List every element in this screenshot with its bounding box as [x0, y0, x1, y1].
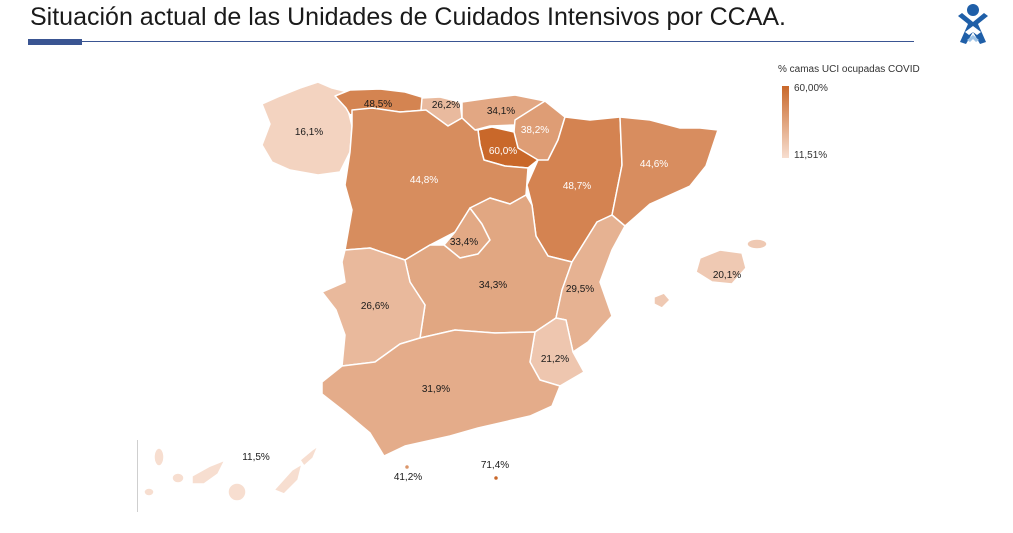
region-canarias-lapalma	[153, 447, 165, 467]
region-canarias-tenerife	[191, 459, 226, 485]
label-galicia: 16,1%	[295, 127, 323, 138]
region-melilla	[492, 474, 500, 482]
label-aragon: 48,7%	[563, 181, 591, 192]
label-ceuta: 41,2%	[394, 472, 422, 483]
region-canarias-hierro	[143, 487, 155, 497]
legend-min-label: 11,51%	[794, 150, 828, 161]
region-ceuta	[403, 463, 411, 471]
label-murcia: 21,2%	[541, 354, 569, 365]
page-title: Situación actual de las Unidades de Cuid…	[30, 3, 786, 31]
label-madrid: 33,4%	[450, 237, 478, 248]
legend-color-scale	[782, 86, 789, 158]
title-rule-accent	[28, 39, 82, 45]
person-cross-logo-icon	[958, 4, 988, 44]
label-extremadura: 26,6%	[361, 301, 389, 312]
label-castilla-la-mancha: 34,3%	[479, 280, 507, 291]
label-c-valenciana: 29,5%	[566, 284, 594, 295]
region-baleares	[695, 249, 747, 285]
label-cataluna: 44,6%	[640, 159, 668, 170]
label-canarias: 11,5%	[242, 452, 270, 463]
region-baleares-ibiza	[653, 292, 671, 309]
region-cataluna	[611, 116, 719, 227]
label-asturias: 48,5%	[364, 99, 392, 110]
label-melilla: 71,4%	[481, 460, 509, 471]
region-canarias-lanzarote	[299, 445, 319, 467]
legend-title: % camas UCI ocupadas COVID	[778, 64, 920, 75]
label-navarra: 38,2%	[521, 125, 549, 136]
title-rule	[82, 41, 914, 42]
label-baleares: 20,1%	[713, 270, 741, 281]
label-la-rioja: 60,0%	[489, 146, 517, 157]
region-andalucia	[321, 329, 561, 457]
label-andalucia: 31,9%	[422, 384, 450, 395]
label-pais-vasco: 34,1%	[487, 106, 515, 117]
region-baleares-menorca	[746, 238, 768, 250]
region-canarias-fuerteventura	[273, 463, 303, 495]
region-canarias-grancanaria	[227, 482, 247, 502]
region-canarias-gomera	[171, 472, 185, 484]
canary-inset-divider	[137, 440, 138, 512]
legend-max-label: 60,00%	[794, 83, 828, 94]
label-castilla-y-leon: 44,8%	[410, 175, 438, 186]
label-cantabria: 26,2%	[432, 100, 460, 111]
